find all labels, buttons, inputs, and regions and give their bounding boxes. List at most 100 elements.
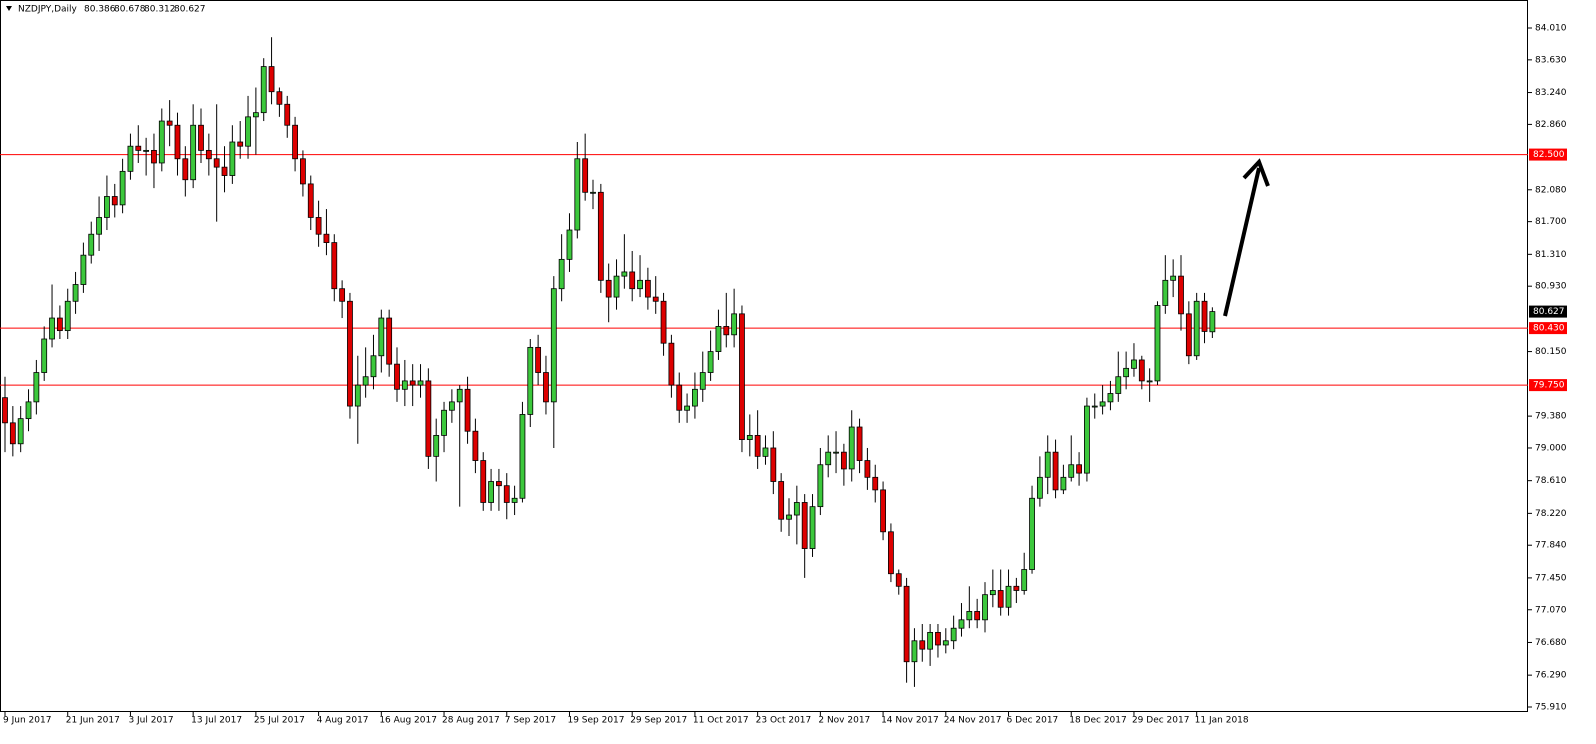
candle-body (872, 476, 879, 491)
candle-body (840, 451, 847, 470)
candle-body (441, 409, 447, 436)
candle-body (198, 124, 204, 151)
x-tick-label: 23 Oct 2017 (756, 716, 812, 726)
y-tick-label: 83.630 (1535, 55, 1567, 65)
candle-body (903, 585, 910, 663)
y-tick-label: 77.840 (1535, 541, 1567, 551)
candle-body (1091, 405, 1098, 408)
price-label: 80.627 (1533, 307, 1565, 317)
candle-body (958, 619, 965, 629)
candle-body (260, 66, 267, 114)
candle-body (613, 275, 620, 298)
candle-body (464, 388, 471, 432)
y-tick-label: 79.380 (1535, 412, 1567, 422)
candle-body (49, 317, 55, 340)
candle-body (793, 502, 800, 516)
candle-body (590, 191, 596, 194)
candle-body (1162, 279, 1169, 306)
candle-body (809, 506, 816, 549)
candle-body (386, 317, 393, 365)
candle-body (245, 116, 251, 147)
candle-body (158, 120, 165, 164)
candle-body (111, 196, 118, 206)
candle-body (966, 611, 973, 621)
candle-body (848, 426, 855, 470)
candle-body (72, 284, 79, 302)
candle-body (1178, 275, 1184, 315)
candle-body (472, 430, 479, 461)
candle-body (699, 372, 706, 390)
candle-body (1044, 451, 1051, 478)
x-tick-label: 2 Nov 2017 (818, 716, 870, 726)
candle-body (597, 191, 604, 281)
candle-body (213, 158, 220, 168)
candle-body (378, 317, 385, 357)
candle-body (825, 451, 832, 466)
x-tick-label: 21 Jun 2017 (66, 716, 120, 726)
candle-body (409, 380, 416, 386)
candle-body (96, 217, 102, 235)
candle-body (942, 640, 949, 646)
candle-body (25, 401, 32, 420)
candle-body (935, 631, 941, 646)
candle-body (668, 342, 675, 386)
candle-body (856, 426, 863, 461)
y-tick-label: 82.080 (1535, 185, 1567, 195)
candle-body (715, 326, 722, 352)
x-tick-label: 4 Aug 2017 (317, 716, 369, 726)
candle-body (394, 363, 400, 390)
candle-body (550, 288, 557, 403)
candle-body (88, 233, 95, 256)
candle-body (629, 271, 636, 290)
candle-body (80, 254, 87, 285)
candle-body (1170, 275, 1177, 281)
candle-body (1029, 497, 1035, 570)
quote-low: 80.312 (144, 5, 176, 15)
quote-high: 80.678 (114, 5, 146, 15)
y-tick-label: 79.000 (1535, 443, 1567, 453)
candles (2, 37, 1216, 687)
candle-body (64, 300, 71, 332)
candle-body (801, 502, 808, 549)
candle-body (33, 372, 40, 403)
candle-body (276, 91, 283, 105)
candle-body (1060, 476, 1067, 491)
candle-body (448, 401, 455, 411)
y-tick-label: 75.910 (1535, 703, 1567, 713)
candle-body (786, 514, 792, 520)
candle-body (503, 485, 510, 503)
x-tick-label: 25 Jul 2017 (254, 716, 305, 726)
level-label-bg (1529, 322, 1567, 335)
candle-body (401, 380, 408, 390)
candle-body (1068, 464, 1075, 478)
y-tick-label: 81.310 (1535, 250, 1567, 260)
x-tick-label: 18 Dec 2017 (1069, 716, 1127, 726)
candle-body (1107, 393, 1114, 403)
y-tick-label: 78.610 (1535, 476, 1567, 486)
candle-body (621, 271, 628, 277)
candle-body (778, 481, 785, 520)
candle-body (652, 296, 659, 302)
price-label-bg (1529, 305, 1567, 318)
candle-body (252, 112, 259, 118)
candle-body (1099, 401, 1106, 407)
candle-body (676, 384, 683, 411)
y-tick-label: 77.450 (1535, 573, 1567, 583)
quote-open: 80.386 (84, 5, 116, 15)
candle-body (417, 380, 424, 386)
candle-body (354, 384, 361, 407)
x-tick-label: 29 Dec 2017 (1132, 716, 1190, 726)
candle-body (135, 145, 142, 151)
candle-body (746, 434, 753, 440)
candle-body (143, 149, 150, 152)
candle-body (927, 631, 934, 650)
candle-body (456, 388, 463, 403)
candle-body (982, 594, 988, 621)
x-tick-label: 7 Sep 2017 (505, 716, 556, 726)
candle-body (1005, 585, 1012, 608)
candle-body (237, 141, 244, 147)
candle-body (205, 149, 212, 160)
candle-body (833, 451, 839, 454)
candle-body (339, 288, 346, 302)
